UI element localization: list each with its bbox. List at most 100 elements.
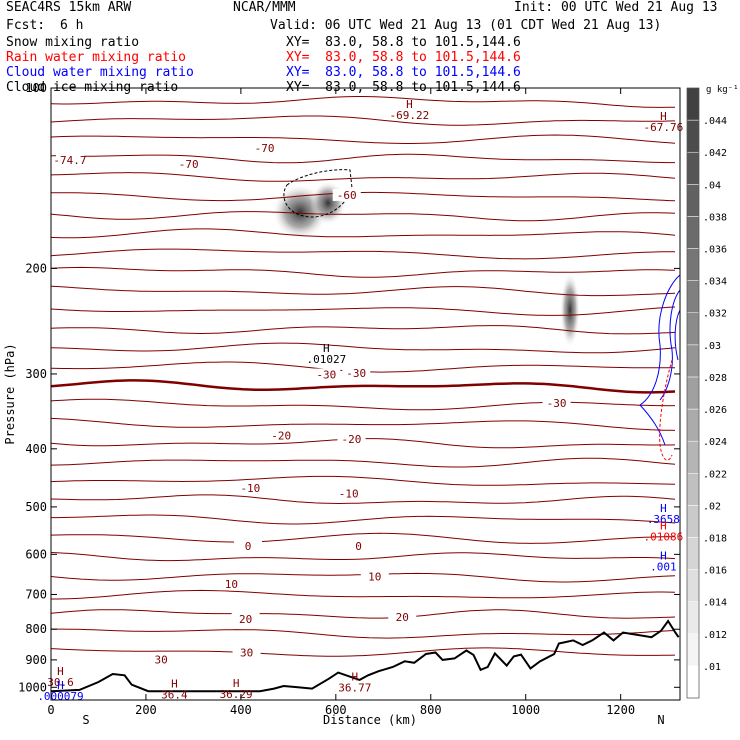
forecast-label: Fcst: — [6, 18, 46, 33]
x-axis-title: Distance (km) — [323, 713, 417, 727]
colorbar-label: .032 — [703, 309, 727, 320]
south-label: S — [82, 713, 89, 727]
colorbar-segment — [686, 665, 700, 699]
extremum-marker: H — [323, 342, 330, 355]
contour-label-background — [342, 366, 371, 379]
y-tick-label: 500 — [25, 500, 47, 514]
x-tick-label: 200 — [135, 703, 157, 717]
isotherm-line — [51, 153, 675, 164]
contour-label-background — [337, 432, 366, 445]
model-title: SEAC4RS 15km ARW — [6, 0, 132, 15]
field-name-snow: Snow mixing ratio — [6, 35, 140, 50]
field-xy-snow: XY= 83.0, 58.8 to 101.5,144.6 — [286, 35, 521, 50]
contour-label-background — [267, 429, 296, 442]
extremum-value: .001 — [650, 561, 677, 574]
contour-label: -10 — [339, 488, 359, 501]
colorbar-segment — [686, 216, 700, 249]
extremum-value: .01027 — [306, 353, 346, 366]
contour-label: -70 — [255, 142, 275, 155]
isotherm-line — [51, 248, 676, 260]
y-tick-label: 900 — [25, 653, 47, 667]
contour-label: 20 — [396, 611, 409, 624]
colorbar-label: .042 — [703, 148, 727, 159]
colorbar-label: .024 — [703, 437, 727, 448]
colorbar-label: .022 — [703, 469, 727, 480]
colorbar-segment — [686, 505, 700, 538]
colorbar-segment — [686, 312, 700, 346]
colorbar-segment — [686, 248, 700, 281]
colorbar-segment — [686, 344, 700, 378]
isotherm-line — [51, 628, 676, 639]
contour-label-background — [332, 188, 361, 201]
contour-label-background — [232, 646, 261, 659]
plot-frame — [50, 87, 681, 701]
contour-label: -20 — [342, 433, 362, 446]
isotherm-line — [51, 285, 676, 297]
contour-label: -30 — [547, 397, 567, 410]
contour-label: 10 — [368, 570, 381, 583]
x-tick-label: 1000 — [511, 703, 540, 717]
y-tick-label: 300 — [25, 367, 47, 381]
contour-label: 0 — [245, 540, 252, 553]
extremum-marker: H — [660, 519, 667, 532]
extremum-marker: H — [660, 502, 667, 515]
colorbar-segment — [686, 280, 700, 313]
colorbar-label: .04 — [703, 180, 721, 191]
contour-label-background — [147, 653, 176, 666]
colorbar-label: .014 — [703, 598, 727, 609]
contour-label: -20 — [271, 430, 291, 443]
extremum-value: 36.4 — [161, 688, 188, 701]
extremum-marker: H — [660, 110, 667, 123]
colorbar-label: .016 — [703, 566, 727, 577]
contour-label-background — [217, 578, 246, 591]
field-name-cloud-water: Cloud water mixing ratio — [6, 65, 194, 80]
field-xy-rain: XY= 83.0, 58.8 to 101.5,144.6 — [286, 50, 521, 65]
isotherm-line — [51, 552, 676, 562]
colorbar-label: .02 — [703, 501, 721, 512]
y-tick-label: 1000 — [18, 680, 47, 694]
extremum-value: 30.6 — [47, 676, 74, 689]
isotherm-line — [51, 191, 676, 202]
contour-label-background — [231, 612, 260, 625]
extremum-value: .01086 — [644, 530, 684, 543]
contour-label: -70 — [179, 158, 199, 171]
y-tick-label: 400 — [25, 442, 47, 456]
contour-label: 20 — [239, 613, 252, 626]
isotherm-line — [51, 134, 676, 144]
contour-label-background — [236, 482, 265, 495]
contour-label: 0 — [355, 540, 362, 553]
isotherm-line — [51, 115, 676, 126]
north-label: N — [657, 713, 664, 727]
colorbar-segment — [686, 601, 700, 635]
colorbar-segment — [686, 87, 700, 121]
terrain-line — [51, 619, 680, 693]
colorbar-segment — [686, 473, 700, 506]
colorbar-segment — [686, 184, 700, 217]
field-xy-cloud-water: XY= 83.0, 58.8 to 101.5,144.6 — [286, 65, 521, 80]
extremum-marker: H — [660, 550, 667, 563]
isotherm-line — [51, 514, 676, 525]
isotherm-line — [51, 609, 676, 619]
contour-label: -30 — [346, 367, 366, 380]
isotherm-line — [51, 532, 676, 544]
contour-label: 30 — [155, 653, 168, 666]
colorbar-label: .028 — [703, 373, 727, 384]
isotherm-line — [51, 589, 676, 600]
contour-label-background — [344, 539, 373, 552]
contour-label-background — [234, 540, 263, 553]
extremum-marker: H — [171, 677, 178, 690]
x-tick-label: 600 — [325, 703, 347, 717]
contour-label-background — [250, 142, 279, 155]
isotherm-line — [51, 228, 676, 239]
colorbar-segment — [686, 440, 700, 474]
y-tick-label: 700 — [25, 587, 47, 601]
contour-label-background — [542, 396, 571, 409]
contour-label: 10 — [225, 578, 238, 591]
colorbar-segment — [686, 119, 700, 153]
contour-label-background — [360, 570, 389, 583]
contour-label-background — [312, 368, 341, 381]
isotherm-line — [51, 475, 676, 486]
contour-label: -30 — [316, 369, 336, 382]
contour-label-background — [174, 158, 203, 171]
colorbar-label: .01 — [703, 662, 721, 673]
